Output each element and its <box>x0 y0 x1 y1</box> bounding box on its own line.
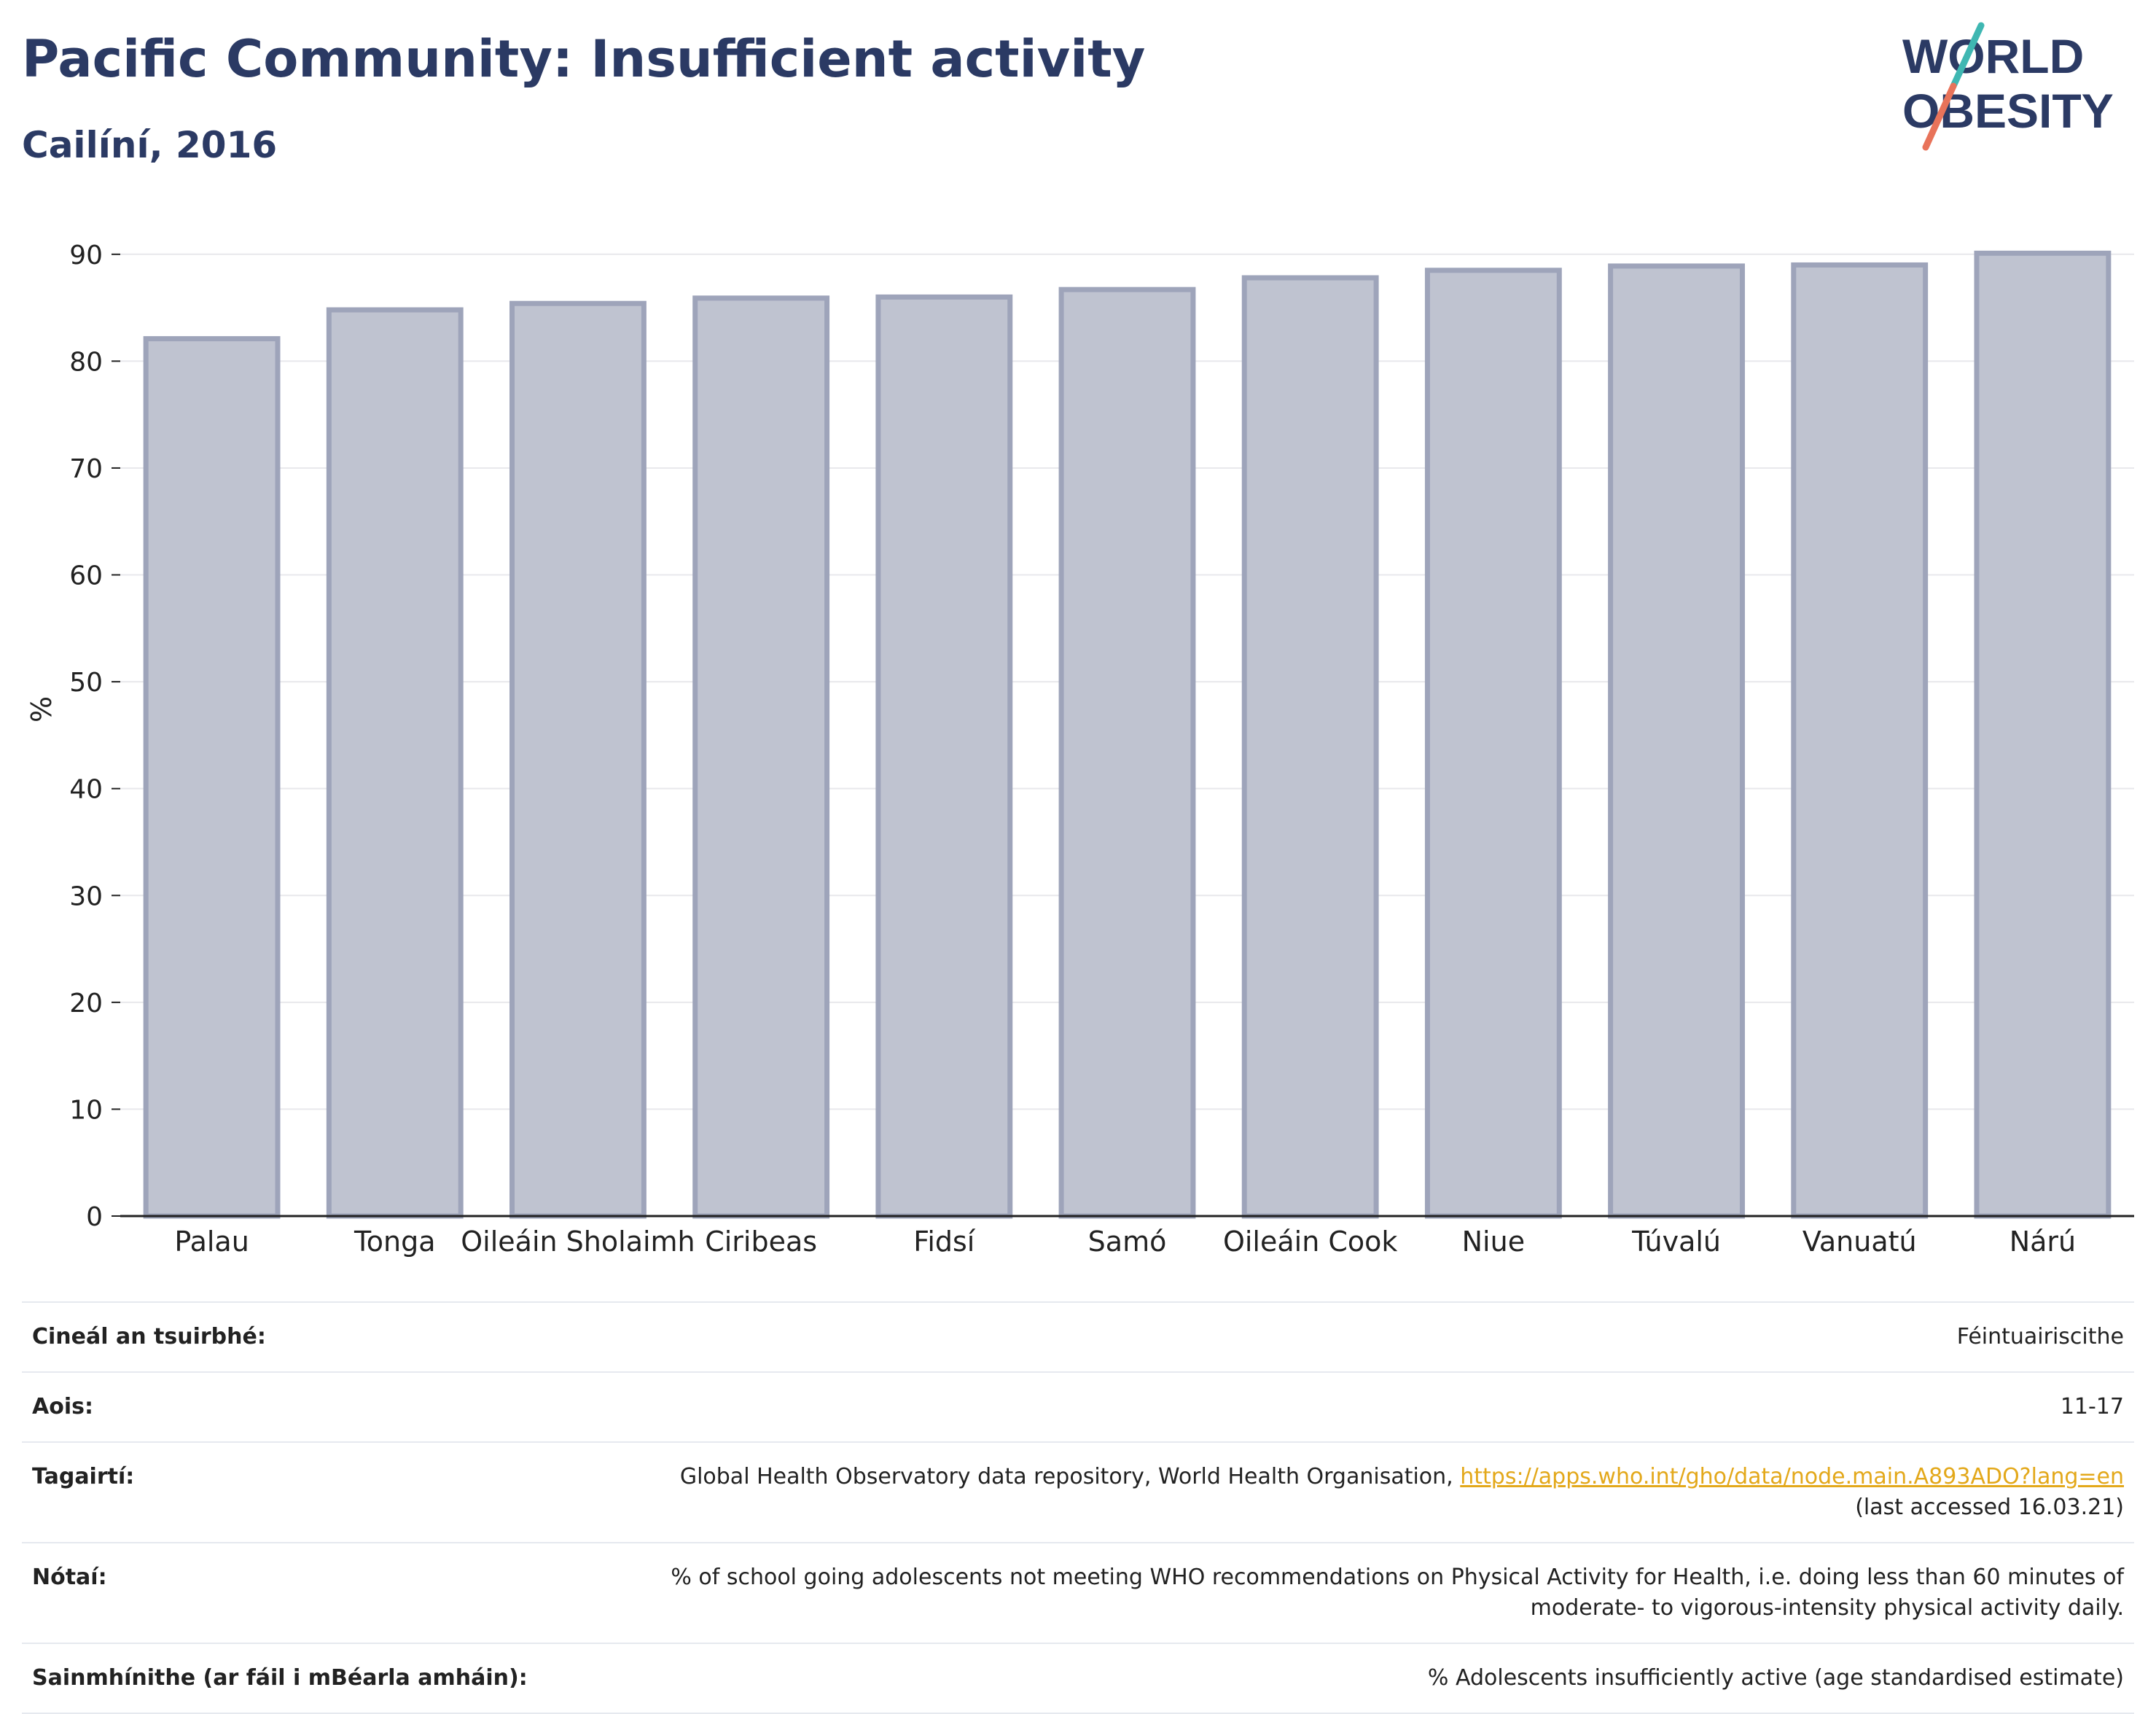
bar <box>875 294 1013 1219</box>
bar <box>143 336 281 1219</box>
notes-row: Nótaí: % of school going adolescents not… <box>22 1543 2134 1643</box>
references-label: Tagairtí: <box>32 1464 135 1489</box>
y-tick-label: 40 <box>69 775 103 805</box>
survey-type-label: Cineál an tsuirbhé: <box>32 1324 266 1349</box>
x-tick-label: Samó <box>1088 1226 1167 1258</box>
y-tick-label: 90 <box>69 241 103 270</box>
notes-label: Nótaí: <box>32 1565 107 1590</box>
y-tick-label: 20 <box>69 989 103 1018</box>
x-tick-label: Palau <box>174 1226 249 1258</box>
age-row: Aois: 11-17 <box>22 1372 2134 1442</box>
notes-value: % of school going adolescents not meetin… <box>552 1543 2134 1643</box>
x-tick-label: Niue <box>1462 1226 1525 1258</box>
notes-line-2: moderate- to vigorous-intensity physical… <box>1530 1595 2124 1621</box>
notes-line-1: % of school going adolescents not meetin… <box>671 1565 2124 1590</box>
references-value: Global Health Observatory data repositor… <box>552 1442 2134 1543</box>
chart-title: Pacific Community: Insufficient activity <box>22 29 1146 89</box>
x-tick-label: Vanuatú <box>1802 1226 1917 1258</box>
bar-chart: 0 10 20 30 40 50 60 70 80 90 Palau Tonga Oileáin Sho… <box>26 241 2134 1258</box>
y-tick-label: 50 <box>69 668 103 698</box>
y-tick-label: 30 <box>69 881 103 911</box>
bar <box>1241 275 1379 1219</box>
y-tick-label: 10 <box>69 1095 103 1125</box>
bar <box>1058 287 1196 1219</box>
definitions-label: Sainmhínithe (ar fáil i mBéarla amháin): <box>32 1665 528 1691</box>
x-tick-label: Oileáin Cook <box>1223 1226 1397 1258</box>
metadata-table: Cineál an tsuirbhé: Féintuairiscithe Aoi… <box>22 1301 2134 1714</box>
bar <box>1791 262 1929 1219</box>
age-value: 11-17 <box>2060 1394 2124 1419</box>
references-link[interactable]: https://apps.who.int/gho/data/node.main.… <box>1460 1464 2124 1489</box>
bar <box>1974 250 2112 1219</box>
x-tick-label: Ciribeas <box>705 1226 817 1258</box>
x-tick-label: Nárú <box>2009 1226 2076 1258</box>
chart-subtitle: Cailíní, 2016 <box>22 124 278 166</box>
age-label: Aois: <box>32 1394 93 1419</box>
world-obesity-logo: WORLD OBESITY <box>1902 22 2114 151</box>
bar <box>326 307 464 1219</box>
x-tick-label: Oileáin Sholaimh <box>461 1226 695 1258</box>
survey-type-row: Cineál an tsuirbhé: Féintuairiscithe <box>22 1302 2134 1372</box>
y-tick-label: 0 <box>86 1202 103 1232</box>
logo-slash-teal <box>1950 22 1985 90</box>
logo-slash-coral <box>1922 82 1957 151</box>
references-row: Tagairtí: Global Health Observatory data… <box>22 1442 2134 1543</box>
x-tick-label: Tonga <box>354 1226 436 1258</box>
references-accessed: (last accessed 16.03.21) <box>1855 1495 2124 1520</box>
survey-type-value: Féintuairiscithe <box>1956 1324 2124 1349</box>
x-tick-label: Fidsí <box>913 1226 976 1258</box>
definitions-value: % Adolescents insufficiently active (age… <box>1427 1665 2124 1691</box>
bar <box>692 295 830 1219</box>
x-tick-label: Túvalú <box>1631 1226 1721 1258</box>
bar <box>509 300 647 1219</box>
y-axis-label: % <box>26 696 58 722</box>
y-tick-label: 80 <box>69 347 103 377</box>
y-tick-label: 70 <box>69 454 103 484</box>
y-tick-label: 60 <box>69 561 103 591</box>
references-text: Global Health Observatory data repositor… <box>679 1464 1453 1489</box>
logo-world-text: WORLD <box>1902 29 2084 83</box>
bar <box>1608 263 1745 1219</box>
bar <box>1424 268 1562 1219</box>
definitions-row: Sainmhínithe (ar fáil i mBéarla amháin):… <box>22 1643 2134 1713</box>
